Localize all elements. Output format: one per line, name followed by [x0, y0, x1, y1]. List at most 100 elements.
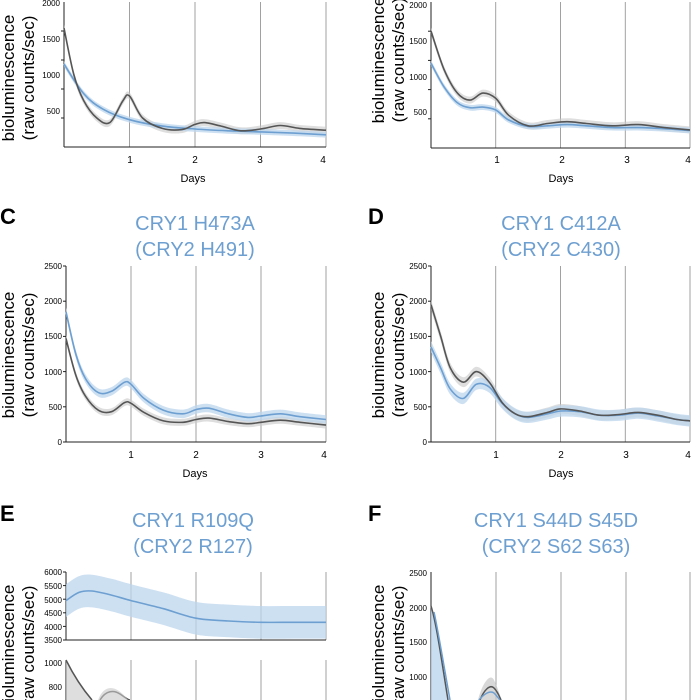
panel-d-wt-line [430, 304, 691, 422]
panel-b-mutant-sem-band [431, 60, 690, 134]
panel-d-y-axis-label: bioluminescence (raw counts/sec) [369, 292, 408, 419]
panel-e-ylabel-line2: (raw counts/sec) [19, 586, 38, 700]
panel-c-xtick-3: 3 [258, 450, 264, 461]
panel-f-letter: F [368, 501, 381, 526]
panel-d-ytick-1500: 1500 [409, 332, 427, 341]
panel-a-wt-line [63, 27, 327, 132]
panel-c-wt-sem-band [66, 335, 326, 429]
panel-c-plot [63, 265, 327, 443]
panel-f-wt-line [430, 605, 449, 700]
panel-c-xlabel: Days [182, 468, 208, 480]
panel-f-mutant-line [433, 611, 451, 700]
panel-e: E CRY1 R109Q (CRY2 R127) bioluminescence… [0, 501, 327, 700]
panel-f-ytick-2000: 2000 [409, 604, 427, 613]
panel-c-ytick-500: 500 [49, 403, 63, 412]
panel-e-lower-plot [65, 659, 327, 700]
panel-b-xtick-3: 3 [624, 155, 630, 166]
panel-d-title-line1: CRY1 C412A [501, 213, 621, 235]
panel-a-ytick-500: 500 [47, 107, 61, 116]
panel-a-xlabel: Days [180, 173, 206, 185]
panel-d-ytick-1000: 1000 [409, 368, 427, 377]
panel-c-wt-line [65, 338, 327, 426]
panel-c-ytick-2000: 2000 [44, 297, 62, 306]
panel-d-ylabel-line1: bioluminescence [369, 292, 388, 419]
panel-c-y-axis-label: bioluminescence (raw counts/sec) [0, 292, 38, 419]
panel-a-y-axis-label: bioluminescence (raw counts/sec) [0, 15, 38, 142]
panel-d-xtick-3: 3 [623, 450, 629, 461]
panel-c-xtick-1: 1 [128, 450, 134, 461]
panel-e-ytick-3500: 3500 [44, 636, 62, 645]
panel-c-ytick-1000: 1000 [44, 368, 62, 377]
panel-b-ytick-1000: 1000 [409, 73, 427, 82]
panel-f-mutant-peak [478, 691, 501, 700]
panel-f-wt-peak [479, 686, 502, 700]
panel-f-title-line2: (CRY2 S62 S63) [482, 536, 631, 558]
panel-b-ytick-500: 500 [414, 108, 428, 117]
panel-e-y-axis-label: bioluminescence (raw counts/sec) [0, 585, 38, 700]
panel-f-ytick-2500: 2500 [409, 569, 427, 578]
panel-c-xtick-4: 4 [321, 450, 327, 461]
panel-e-plot [63, 571, 327, 641]
panel-e-ytick-5000: 5000 [44, 596, 62, 605]
panel-e-ylabel-line1: bioluminescence [0, 585, 18, 700]
panel-f-ytick-1000: 1000 [409, 673, 427, 682]
panel-b-ytick-2000: 2000 [409, 1, 427, 10]
panel-f-ylabel-line1: bioluminescence [369, 585, 388, 700]
panel-c: C CRY1 H473A (CRY2 H491) bioluminescence… [0, 204, 327, 480]
panel-a-xtick-2: 2 [192, 155, 198, 166]
panel-a-mutant-sem-band [64, 61, 326, 138]
panel-e-ytick-4000: 4000 [44, 623, 62, 632]
panel-f: F CRY1 S44D S45D (CRY2 S62 S63) biolumin… [368, 501, 691, 700]
panel-a-plot [61, 2, 327, 148]
panel-a-mutant-line [63, 63, 327, 136]
panel-c-xtick-2: 2 [193, 450, 199, 461]
panel-c-mutant-line [65, 311, 327, 421]
panel-c-ytick-1500: 1500 [44, 332, 62, 341]
panel-e-ytick-4500: 4500 [44, 609, 62, 618]
panel-d-xlabel: Days [548, 468, 574, 480]
panel-a-xtick-4: 4 [320, 155, 326, 166]
panel-e-letter: E [0, 501, 15, 526]
panel-b: bioluminescence (raw counts/sec) 1 2 3 4… [369, 0, 691, 185]
panel-a-xtick-1: 1 [127, 155, 133, 166]
panel-a-ylabel-line1: bioluminescence [0, 15, 18, 142]
panel-c-title-line1: CRY1 H473A [135, 213, 255, 235]
panel-a: bioluminescence (raw counts/sec) 1 2 3 4… [0, 0, 327, 185]
panel-e-lower-wt-band [66, 660, 92, 700]
panel-a-xtick-3: 3 [257, 155, 263, 166]
panel-e-mutant-line [65, 590, 326, 624]
panel-e-title-line1: CRY1 R109Q [132, 510, 254, 532]
panel-b-ylabel-line2: (raw counts/sec) [389, 0, 408, 122]
panel-b-wt-line [430, 30, 691, 131]
panel-e-lower-ytick-1000: 1000 [44, 659, 62, 668]
panel-d-letter: D [368, 204, 384, 229]
panel-e-ytick-6000: 6000 [44, 568, 62, 577]
panel-b-ylabel-line1: bioluminescence [369, 0, 388, 123]
panel-d-ytick-2500: 2500 [409, 262, 427, 271]
panel-d-ytick-0: 0 [423, 438, 428, 447]
panel-d-xtick-1: 1 [493, 450, 499, 461]
panel-d-xtick-4: 4 [685, 450, 691, 461]
panel-c-ytick-0: 0 [58, 438, 63, 447]
panel-a-ytick-1500: 1500 [42, 35, 60, 44]
panel-d-title-line2: (CRY2 C430) [501, 239, 621, 261]
panel-b-xlabel: Days [548, 173, 574, 185]
panel-b-y-axis-label: bioluminescence (raw counts/sec) [369, 0, 408, 123]
panel-f-ylabel-line2: (raw counts/sec) [389, 586, 408, 700]
panel-b-ytick-1500: 1500 [409, 37, 427, 46]
panel-b-xtick-1: 1 [494, 155, 500, 166]
panel-f-y-axis-label: bioluminescence (raw counts/sec) [369, 585, 408, 700]
panel-a-ytick-2000: 2000 [42, 0, 60, 8]
panel-b-xtick-4: 4 [685, 155, 691, 166]
panel-c-ylabel-line1: bioluminescence [0, 292, 18, 419]
panel-f-ytick-1500: 1500 [409, 638, 427, 647]
panel-d-plot [428, 265, 691, 443]
panel-e-lower-wt-peak-band [98, 688, 128, 700]
panel-d-ytick-500: 500 [414, 403, 428, 412]
panel-e-title-line2: (CRY2 R127) [133, 536, 253, 558]
panel-d-xtick-2: 2 [558, 450, 564, 461]
panel-d-ylabel-line2: (raw counts/sec) [389, 293, 408, 418]
panel-c-title-line2: (CRY2 H491) [135, 239, 255, 261]
panel-b-xtick-2: 2 [559, 155, 565, 166]
